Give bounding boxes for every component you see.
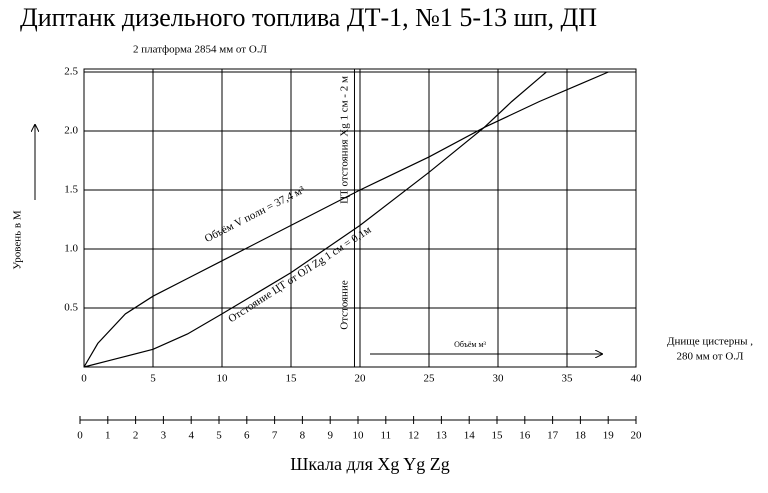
x2-tick-label: 11: [381, 430, 392, 442]
x2-tick-label: 3: [161, 430, 167, 442]
x2-tick-label: 9: [327, 430, 333, 442]
x-tick-label: 0: [81, 373, 87, 385]
x2-tick-label: 7: [272, 430, 278, 442]
x2-tick-label: 5: [216, 430, 222, 442]
annotation: 280 мм от О.Л: [677, 351, 745, 363]
x2-tick-label: 12: [408, 430, 419, 442]
x-tick-label: 15: [286, 373, 298, 385]
annotation: Днище цистерны ,: [667, 336, 753, 348]
x2-tick-label: 10: [353, 430, 365, 442]
y-tick-label: 1.5: [64, 184, 78, 196]
line-series: [83, 71, 547, 368]
x2-tick-label: 4: [188, 430, 194, 442]
x2-tick-label: 8: [300, 430, 306, 442]
y-tick-label: 1.0: [64, 243, 78, 255]
x2-tick-label: 20: [631, 430, 643, 442]
x2-tick-label: 19: [603, 430, 615, 442]
x2-tick-label: 0: [77, 430, 83, 442]
y-tick-label: 2.5: [64, 66, 78, 78]
x-tick-label: 5: [150, 373, 156, 385]
annotation: Отстояние: [339, 280, 351, 330]
x-tick-label: 40: [631, 373, 643, 385]
annotation: ЦТ отстояния Xg 1 см - 2 м: [339, 76, 351, 204]
x2-tick-label: 18: [575, 430, 587, 442]
x2-tick-label: 14: [464, 430, 476, 442]
y-tick-label: 2.0: [64, 125, 78, 137]
y-axis-label: Уровень в М: [12, 210, 24, 269]
x-tick-label: 10: [217, 373, 229, 385]
line-series: [83, 71, 609, 368]
x2-axis-label: Шкала для Xg Yg Zg: [290, 454, 450, 474]
x2-tick-label: 15: [492, 430, 504, 442]
x-tick-label: 25: [424, 373, 436, 385]
series-label: Объём V полн = 37,4 м³: [203, 184, 308, 245]
x2-tick-label: 6: [244, 430, 250, 442]
x2-tick-label: 16: [519, 430, 531, 442]
x2-tick-label: 13: [436, 430, 448, 442]
annotation: 2 платформа 2854 мм от О.Л: [133, 44, 268, 56]
annotation: Объём м³: [454, 340, 486, 349]
y-tick-label: 0.5: [64, 302, 78, 314]
chart-title: Диптанк дизельного топлива ДТ-1, №1 5-13…: [20, 3, 597, 32]
x-tick-label: 30: [493, 373, 505, 385]
x2-tick-label: 1: [105, 430, 111, 442]
series-label: Отстояние ЦТ от ОЛ Zg 1 см = 0,1м: [226, 224, 373, 325]
x2-tick-label: 2: [133, 430, 139, 442]
x2-tick-label: 17: [547, 430, 559, 442]
x-tick-label: 35: [562, 373, 574, 385]
x-tick-label: 20: [355, 373, 367, 385]
